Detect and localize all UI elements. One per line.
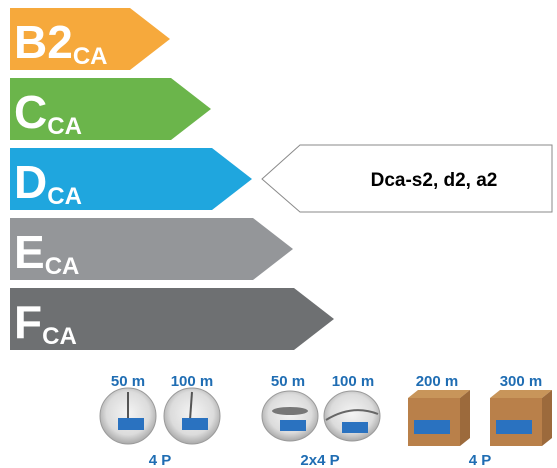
- class-subscript: CA: [45, 253, 80, 280]
- class-letter: C: [14, 86, 47, 138]
- class-subscript: CA: [47, 113, 82, 140]
- cable-box: [408, 390, 470, 446]
- cable-reel: [164, 388, 220, 444]
- product-length: 100 m: [171, 373, 214, 390]
- product-group-label: 4 P: [469, 452, 492, 468]
- product-length: 200 m: [416, 373, 459, 390]
- pointer-label: Dca-s2, d2, a2: [371, 170, 498, 191]
- cable-box: [490, 390, 552, 446]
- product-length: 50 m: [111, 373, 145, 390]
- class-subscript: CA: [42, 323, 77, 350]
- cable-reel: [324, 391, 380, 441]
- product-length: 300 m: [500, 373, 543, 390]
- class-letter: F: [14, 296, 42, 348]
- class-letter: D: [14, 156, 47, 208]
- class-letter: B2: [14, 16, 73, 68]
- product-length: 50 m: [271, 373, 305, 390]
- page: {"classes": [ {"letter": "B2", "subscrip…: [0, 0, 557, 468]
- product-group-label: 2x4 P: [300, 452, 339, 468]
- class-subscript: CA: [73, 43, 108, 70]
- cable-reel: [100, 388, 156, 444]
- diagram: B2CA CCA DCA ECA FCA Dca-s2, d2, a2 50 m…: [0, 0, 557, 468]
- product-group-label: 4 P: [149, 452, 172, 468]
- product-length: 100 m: [332, 373, 375, 390]
- cable-reel: [262, 391, 318, 441]
- class-letter: E: [14, 226, 45, 278]
- class-subscript: CA: [47, 183, 82, 210]
